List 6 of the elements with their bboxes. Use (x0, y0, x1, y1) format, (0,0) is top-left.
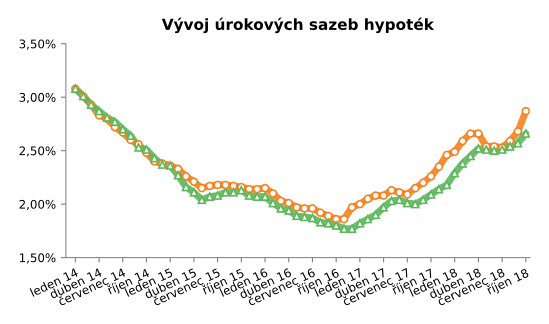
y-tick-label: 1,50% (20, 253, 56, 264)
chart-title: Vývoj úrokových sazeb hypoték (162, 18, 434, 34)
y-tick-label: 2,00% (20, 200, 56, 210)
y-tick-label: 3,50% (20, 39, 56, 50)
y-tick-label: 3,00% (20, 92, 56, 104)
y-tick-label: 2,50% (20, 146, 56, 157)
